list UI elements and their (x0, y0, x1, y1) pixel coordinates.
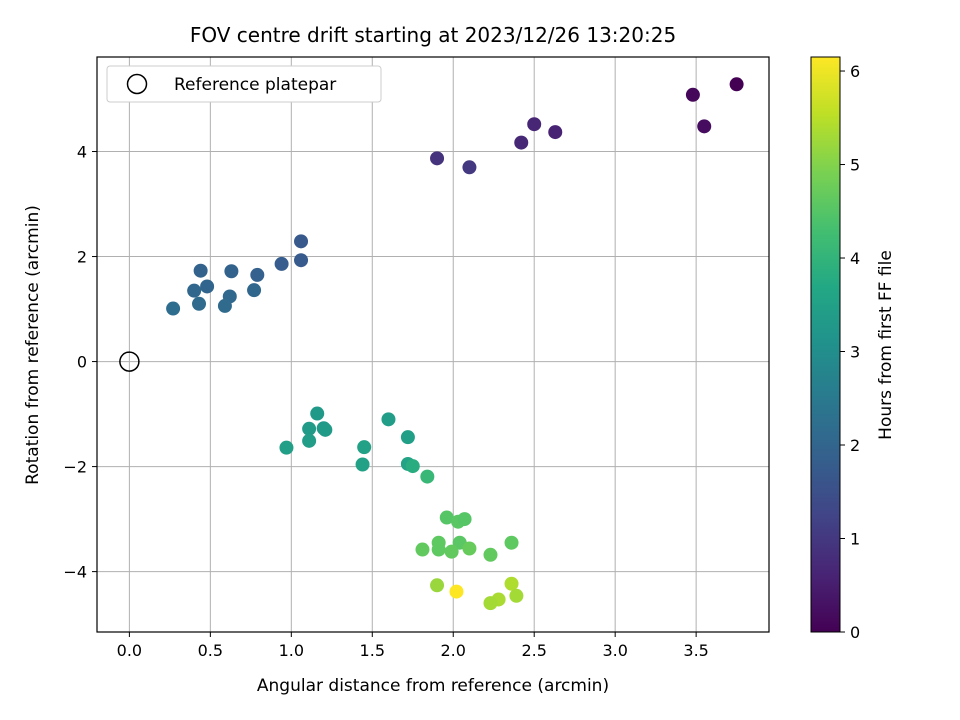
data-point (462, 160, 477, 175)
data-point (509, 588, 524, 603)
data-point (294, 253, 309, 268)
data-point (381, 412, 396, 427)
data-point (415, 542, 430, 557)
y-tick-label: −4 (63, 563, 87, 582)
data-point (483, 596, 498, 611)
x-tick-label: 1.5 (360, 641, 385, 660)
data-points (166, 77, 744, 611)
colorbar-ticks: 0 1 2 3 4 5 6 (840, 62, 860, 642)
data-point (504, 535, 519, 550)
x-axis-label: Angular distance from reference (arcmin) (257, 676, 609, 696)
colorbar-label: Hours from first FF file (876, 250, 896, 440)
data-point (685, 87, 700, 102)
data-point (250, 267, 265, 282)
colorbar-tick-label: 5 (850, 156, 860, 175)
x-tick-label: 0.0 (117, 641, 142, 660)
x-tick-label: 0.5 (198, 641, 223, 660)
legend-frame (106, 65, 382, 103)
legend-label: Reference platepar (174, 75, 336, 95)
legend-marker (126, 73, 148, 95)
data-point (318, 422, 333, 437)
colorbar: 0 1 2 3 4 5 6 Hours from first FF file (810, 56, 896, 642)
data-point (431, 542, 446, 557)
chart-title: FOV centre drift starting at 2023/12/26 … (190, 23, 676, 47)
axis-ticks: 0.0 0.5 1.0 1.5 2.0 2.5 3.0 3.5 −4 −2 0 2 4 (63, 143, 708, 660)
data-point (193, 263, 208, 278)
data-point (483, 547, 498, 562)
x-tick-label: 3.0 (602, 641, 627, 660)
grid (97, 57, 769, 632)
data-point (462, 541, 477, 556)
data-point (224, 264, 239, 279)
data-point (200, 279, 215, 294)
colorbar-gradient (810, 56, 841, 633)
data-point (439, 510, 454, 525)
data-point (514, 135, 529, 150)
data-point (192, 296, 207, 311)
data-point (697, 119, 712, 134)
data-point (430, 578, 445, 593)
data-point (548, 125, 563, 140)
x-tick-label: 1.0 (279, 641, 304, 660)
data-point (310, 406, 325, 421)
colorbar-tick-label: 2 (850, 436, 860, 455)
data-point (729, 77, 744, 92)
colorbar-tick-label: 6 (850, 62, 860, 81)
data-point (527, 117, 542, 132)
data-point (187, 283, 202, 298)
data-point (457, 512, 472, 527)
y-axis-label: Rotation from reference (arcmin) (23, 205, 43, 485)
reference-platepar-marker (119, 351, 140, 372)
data-point (302, 421, 317, 436)
data-point (405, 459, 420, 474)
data-point (449, 584, 464, 599)
data-point (400, 430, 415, 445)
colorbar-tick-label: 0 (850, 623, 860, 642)
colorbar-tick-label: 1 (850, 530, 860, 549)
colorbar-tick-label: 3 (850, 343, 860, 362)
data-point (217, 298, 232, 313)
data-point (247, 283, 262, 298)
data-point (166, 301, 181, 316)
y-tick-label: −2 (63, 458, 87, 477)
data-point (430, 151, 445, 166)
data-point (279, 440, 294, 455)
y-tick-label: 4 (77, 143, 87, 162)
x-tick-label: 3.5 (683, 641, 708, 660)
data-point (274, 256, 289, 271)
data-point (504, 576, 519, 591)
x-tick-label: 2.5 (521, 641, 546, 660)
plot-frame (96, 56, 770, 633)
y-tick-label: 2 (77, 248, 87, 267)
data-point (355, 457, 370, 472)
data-point (357, 440, 372, 455)
colorbar-tick-label: 4 (850, 249, 860, 268)
data-point (444, 544, 459, 559)
data-point (294, 234, 309, 249)
data-point (420, 469, 435, 484)
legend: Reference platepar (106, 65, 382, 103)
y-tick-label: 0 (77, 353, 87, 372)
data-point (302, 433, 317, 448)
x-tick-label: 2.0 (441, 641, 466, 660)
